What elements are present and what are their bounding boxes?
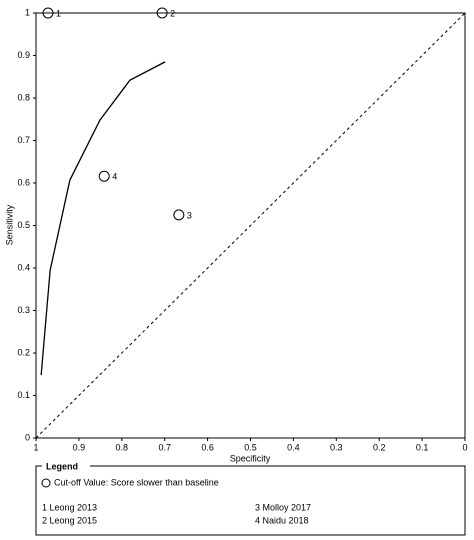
y-tick-label: 0.8 [17, 92, 30, 102]
x-axis-label: Specificity [230, 453, 271, 463]
legend-title: Legend [46, 461, 78, 471]
x-tick-label: 0.6 [201, 442, 214, 452]
y-axis-label: Sensitivity [4, 204, 14, 245]
x-tick-label: 0.3 [330, 442, 343, 452]
x-tick-label: 0 [462, 442, 467, 452]
legend-entry: Cut-off Value: Score slower than baselin… [54, 477, 219, 487]
y-tick-label: 0.7 [17, 135, 30, 145]
point-label: 1 [56, 8, 61, 18]
study-point [42, 7, 54, 19]
reference-diagonal [35, 12, 466, 439]
x-tick-label: 0.1 [416, 442, 429, 452]
y-tick-label: 0.2 [17, 347, 30, 357]
x-tick-label: 0.8 [116, 442, 129, 452]
legend-study: 2 Leong 2015 [42, 515, 97, 525]
study-point [98, 170, 110, 182]
x-tick-label: 0.2 [373, 442, 386, 452]
legend-study: 4 Naidu 2018 [255, 515, 309, 525]
point-label: 2 [170, 8, 175, 18]
legend-marker [41, 478, 51, 488]
y-tick-label: 0.3 [17, 305, 30, 315]
legend-box [35, 465, 466, 536]
y-tick-label: 0 [25, 432, 30, 442]
legend-study: 3 Molloy 2017 [255, 502, 311, 512]
legend-study: 1 Leong 2013 [42, 502, 97, 512]
x-tick-label: 0.4 [287, 442, 300, 452]
x-tick-label: 0.9 [73, 442, 86, 452]
sroc-curve [40, 61, 166, 376]
x-tick-label: 0.7 [158, 442, 171, 452]
y-tick-label: 0.6 [17, 177, 30, 187]
point-label: 4 [112, 172, 117, 182]
y-tick-label: 0.4 [17, 262, 30, 272]
y-tick-label: 0.9 [17, 50, 30, 60]
y-tick-label: 0.5 [17, 220, 30, 230]
y-tick-label: 1 [25, 7, 30, 17]
legend-title-bg [42, 462, 90, 470]
study-point [156, 7, 168, 19]
x-tick-label: 1 [33, 442, 38, 452]
x-tick-label: 0.5 [244, 442, 257, 452]
study-point [173, 209, 185, 221]
point-label: 3 [187, 210, 192, 220]
y-tick-label: 0.1 [17, 390, 30, 400]
